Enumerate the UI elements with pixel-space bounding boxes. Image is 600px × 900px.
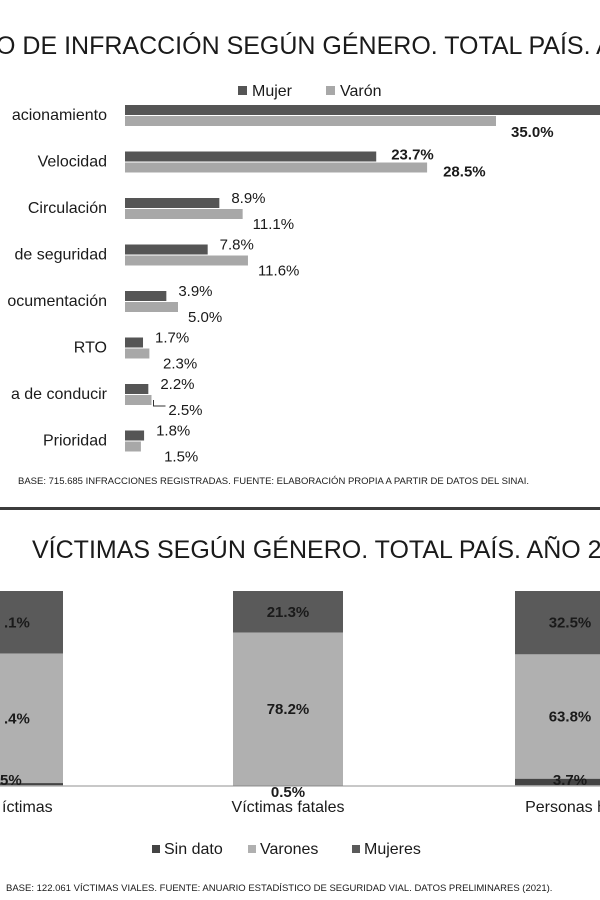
bar-mujer (125, 291, 167, 301)
value-label: 1.8% (156, 423, 190, 440)
value-label: 35.0% (511, 124, 554, 141)
bar-varon (125, 116, 496, 126)
category-label: de seguridad (14, 247, 107, 264)
bar-mujer (125, 151, 377, 162)
value-label: 2.3% (163, 356, 197, 373)
category-label: Circulación (28, 200, 107, 217)
segment-labels: .1% .4% 5% 21.3% 78.2% 0.5% 32.5% 63.8% 3.7% (0, 604, 591, 801)
chart-source: BASE: 715.685 INFRACCIONES REGISTRADAS. … (18, 476, 529, 487)
chart-legend: Mujer Varón (238, 83, 382, 100)
legend-label-sin-dato: Sin dato (164, 841, 223, 858)
segment-sin-dato (515, 778, 600, 786)
chart-source: BASE: 122.061 VÍCTIMAS VIALES. FUENTE: A… (6, 883, 552, 894)
segment-varones (0, 653, 63, 784)
legend-swatch-mujer (238, 86, 247, 95)
bar-mujer (125, 105, 600, 115)
legend-swatch-sin-dato (152, 845, 160, 853)
segment-label: 78.2% (267, 701, 310, 718)
category-label: acionamiento (12, 107, 107, 124)
bar-varon (125, 395, 152, 405)
value-label: 23.7% (391, 147, 434, 164)
chart-legend: Sin dato Varones Mujeres (152, 841, 421, 858)
category-label: Víctimas fatales (232, 799, 345, 816)
bar-varon (125, 162, 428, 173)
category-label: a de conducir (11, 386, 108, 403)
segment-sin-dato (0, 783, 63, 786)
segment-label: 3.7% (553, 772, 587, 789)
victimas-chart: VÍCTIMAS SEGÚN GÉNERO. TOTAL PAÍS. AÑO 2… (0, 535, 600, 894)
segment-mujeres (0, 591, 63, 654)
category-label: ocumentación (7, 293, 107, 310)
bar-mujer (125, 337, 144, 348)
bar-varon (125, 302, 178, 312)
bar-varon (125, 255, 248, 266)
segment-label: 32.5% (549, 615, 592, 632)
category-label: Velocidad (38, 154, 107, 171)
bar-mujer (125, 244, 208, 255)
value-label: 2.2% (160, 376, 194, 393)
bar-mujer (125, 198, 220, 208)
segment-label: 21.3% (267, 604, 310, 621)
legend-label-varones: Varones (260, 841, 318, 858)
infracciones-chart: O DE INFRACCIÓN SEGÚN GÉNERO. TOTAL PAÍS… (0, 31, 600, 487)
segment-varones (515, 654, 600, 779)
value-label: 11.1% (253, 216, 294, 233)
segment-mujeres (515, 591, 600, 655)
data-labels: 35.0% 23.7% 28.5% 8.9% 11.1% 7.8%11.6% 3.9% 5.0… (155, 124, 554, 466)
segment-label: 63.8% (549, 709, 592, 726)
category-labels: acionamiento Velocidad Circulación de segur… (7, 107, 107, 450)
segment-label: 5% (0, 772, 22, 789)
value-label: 3.9% (178, 283, 212, 300)
segment-label: .1% (4, 614, 30, 631)
legend-swatch-varones (248, 845, 256, 853)
segment-varones (233, 632, 343, 786)
bar-varon (125, 348, 150, 359)
value-label: 2.5% (168, 402, 202, 419)
legend-label-varon: Varón (340, 83, 382, 100)
category-label: Prioridad (43, 433, 107, 450)
segment-label: .4% (4, 710, 30, 727)
category-label: íctimas (2, 799, 53, 816)
section-divider (0, 507, 600, 510)
value-label: 8.9% (231, 190, 265, 207)
bar-varon (125, 209, 243, 219)
category-labels: íctimas Víctimas fatales Personas he (2, 799, 600, 816)
legend-swatch-varon (326, 86, 335, 95)
value-label: 1.5% (164, 449, 198, 466)
leader-line (153, 400, 166, 407)
chart-title: O DE INFRACCIÓN SEGÚN GÉNERO. TOTAL PAÍS… (0, 31, 600, 60)
value-label: 5.0% (188, 309, 222, 326)
value-label: 28.5% (443, 164, 486, 181)
leader-lines (153, 400, 166, 407)
bars (125, 105, 600, 452)
category-label: Personas he (525, 799, 600, 816)
bar-varon (125, 441, 141, 452)
value-label: 1.7% (155, 330, 189, 347)
value-label: 11.6% (258, 263, 299, 280)
legend-swatch-mujeres (352, 845, 360, 853)
bar-mujer (125, 430, 145, 441)
legend-label-mujer: Mujer (252, 83, 293, 100)
value-label: 7.8% (220, 237, 254, 254)
category-label: RTO (74, 340, 107, 357)
chart-title: VÍCTIMAS SEGÚN GÉNERO. TOTAL PAÍS. AÑO 2… (32, 535, 600, 564)
segment-mujeres (233, 591, 343, 633)
bar-mujer (125, 384, 149, 394)
segment-label: 0.5% (271, 784, 305, 801)
legend-label-mujeres: Mujeres (364, 841, 421, 858)
